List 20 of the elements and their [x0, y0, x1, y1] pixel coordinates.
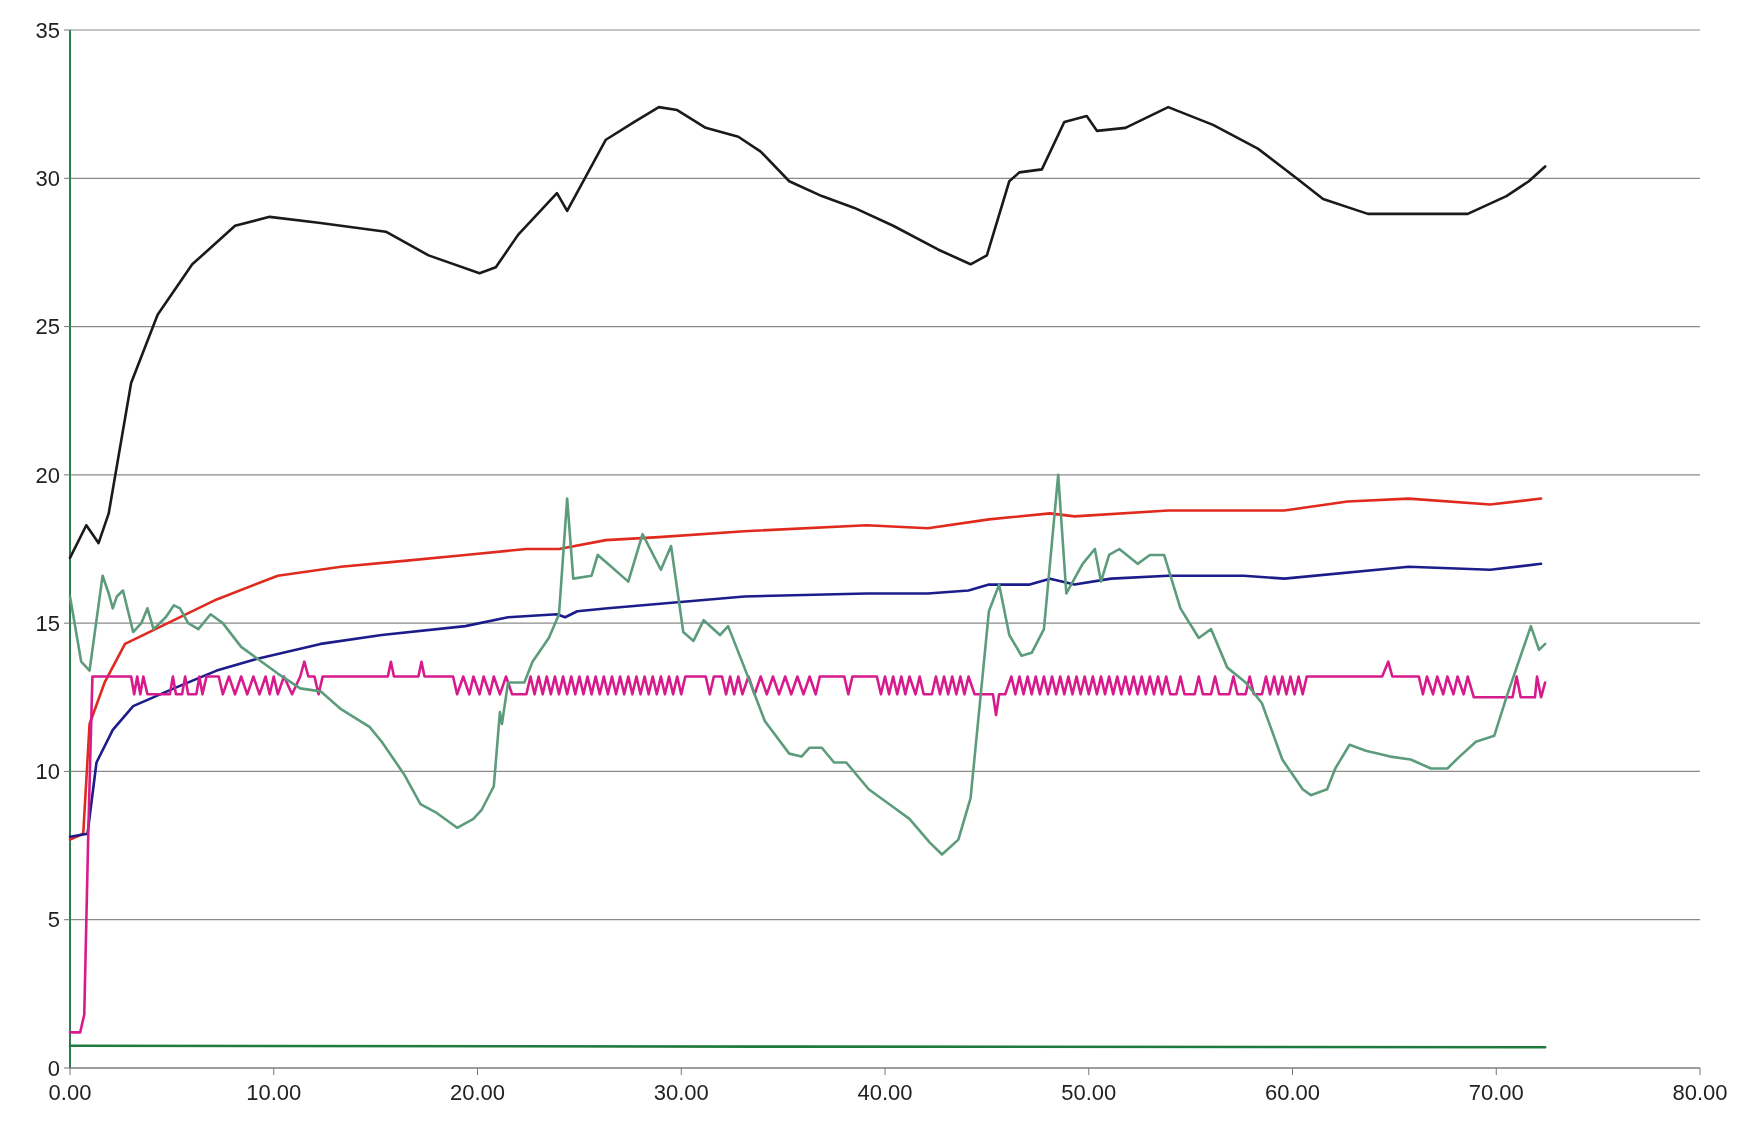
x-tick-label: 40.00	[857, 1080, 913, 1105]
y-tick-label: 10	[35, 759, 60, 785]
line-series	[68, 660, 1547, 1034]
line-series	[68, 562, 1543, 838]
y-tick-label: 25	[35, 314, 60, 340]
x-tick-label: 60.00	[1264, 1080, 1321, 1105]
x-tick-label: 20.00	[449, 1080, 506, 1105]
x-tick-label: 30.00	[653, 1080, 709, 1105]
x-tick-label: 10.00	[246, 1080, 302, 1105]
line-series	[68, 105, 1547, 560]
y-tick-label: 0	[47, 1055, 60, 1081]
y-tick-label: 20	[35, 462, 60, 488]
x-tick-label: 0.00	[48, 1080, 92, 1105]
y-tick-label: 5	[47, 907, 60, 933]
y-tick-label: 15	[35, 610, 60, 636]
x-tick-label: 70.00	[1468, 1080, 1524, 1105]
y-tick-label: 35	[35, 17, 60, 43]
x-tick-label: 50.00	[1061, 1080, 1117, 1105]
y-tick-label: 30	[35, 165, 60, 191]
x-tick-label: 80.00	[1672, 1080, 1728, 1105]
